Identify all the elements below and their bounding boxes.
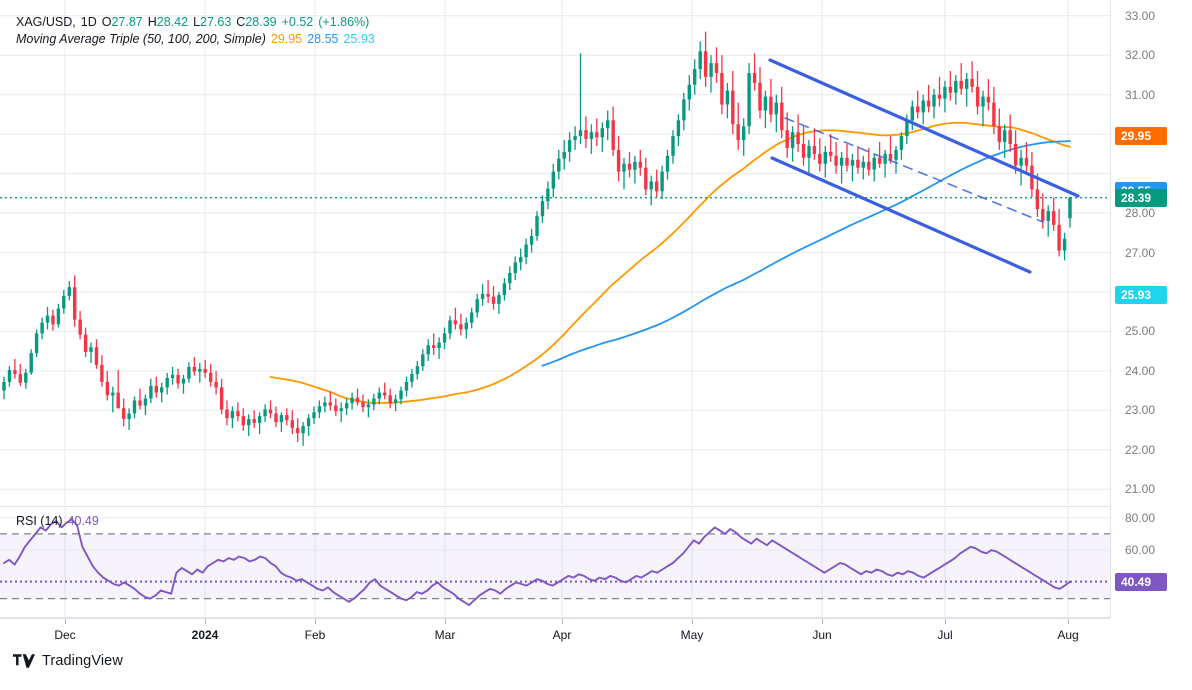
time-axis-divider (0, 617, 1192, 618)
price-tick-28-00: 28.00 (1125, 206, 1156, 220)
time-axis[interactable]: Dec 2024 Feb Mar Apr May Jun Jul Aug (0, 618, 1110, 651)
time-tick-aug: Aug (1057, 628, 1079, 642)
rsi-value-tag[interactable]: 40.49 (1115, 572, 1167, 591)
time-tick-mark (822, 619, 823, 624)
time-tick-feb: Feb (304, 628, 326, 642)
pane-divider (0, 506, 1110, 507)
time-tick-mar: Mar (434, 628, 456, 642)
time-tick-apr: Apr (552, 628, 572, 642)
price-tick-32-00: 32.00 (1125, 48, 1156, 63)
rsi-tick-60-00: 60.00 (1125, 543, 1156, 558)
price-tick-23-00: 23.00 (1125, 403, 1156, 418)
time-tick-mark (692, 619, 693, 624)
price-tick-21-00: 21.00 (1125, 482, 1156, 497)
price-tick-31-00: 31.00 (1125, 87, 1156, 102)
time-tick-jun: Jun (812, 628, 832, 642)
time-tick-mark (562, 619, 563, 624)
time-tick-mark (945, 619, 946, 624)
rsi-tick-80-00: 80.00 (1125, 510, 1156, 525)
tradingview-branding: TradingView (13, 653, 123, 669)
tradingview-logo-icon (13, 654, 35, 668)
ma200-price-tag[interactable]: 25.93 (1115, 285, 1167, 304)
time-tick-jul: Jul (937, 628, 953, 642)
last-price-tag[interactable]: 28.39 (1115, 188, 1167, 207)
time-tick-mark (65, 619, 66, 624)
price-axis[interactable]: 33.00 32.00 31.00 28.00 27.00 25.00 24.00 23.00… (1110, 0, 1192, 618)
price-plot (0, 0, 1110, 505)
time-tick-2024: 2024 (191, 628, 219, 642)
tradingview-label: TradingView (42, 653, 123, 669)
time-tick-dec: Dec (54, 628, 76, 642)
price-tick-33-00: 33.00 (1125, 8, 1156, 23)
rsi-pane[interactable] (0, 508, 1110, 618)
price-tick-24-00: 24.00 (1125, 363, 1156, 378)
time-tick-mark (445, 619, 446, 624)
price-pane[interactable] (0, 0, 1110, 505)
time-tick-mark (205, 619, 206, 624)
time-tick-may: May (680, 628, 704, 642)
time-tick-mark (315, 619, 316, 624)
ma50-price-tag[interactable]: 29.95 (1115, 127, 1167, 146)
price-tick-22-00: 22.00 (1125, 442, 1156, 457)
time-tick-mark (1068, 619, 1069, 624)
price-tick-25-00: 25.00 (1125, 324, 1156, 339)
rsi-plot (0, 508, 1110, 618)
price-tick-27-00: 27.00 (1125, 245, 1156, 260)
